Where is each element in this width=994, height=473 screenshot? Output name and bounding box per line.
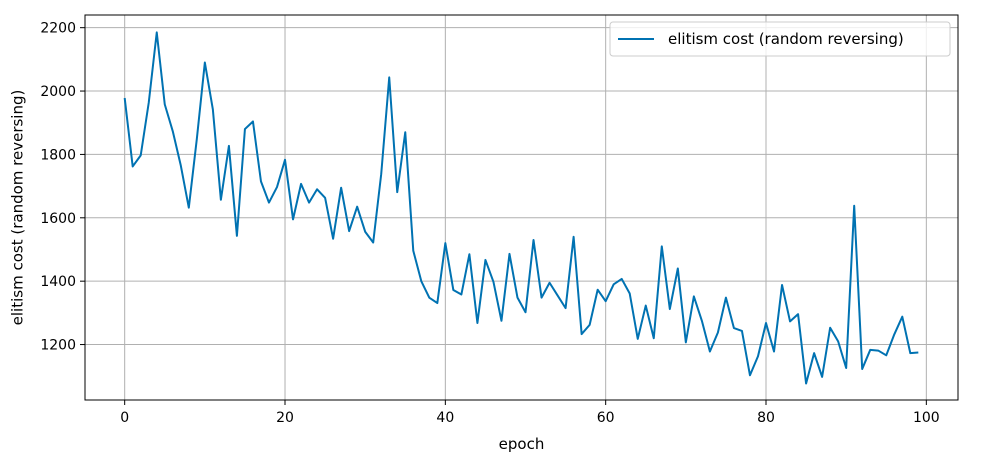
plot-frame (84, 14, 959, 401)
x-tick-label: 40 (436, 410, 454, 426)
y-tick-label: 1600 (40, 211, 76, 227)
y-axis-label: elitism cost (random reversing) (9, 90, 27, 326)
plot-area (85, 15, 958, 400)
x-tick-label: 0 (120, 410, 129, 426)
y-axis: 1200 1400 1600 1800 2000 2200 (40, 21, 85, 354)
legend-label: elitism cost (random reversing) (668, 30, 904, 48)
y-tick-label: 1800 (40, 147, 76, 163)
x-tick-label: 100 (913, 410, 940, 426)
x-axis: 0 20 40 60 80 100 (120, 400, 940, 426)
legend: elitism cost (random reversing) (609, 21, 951, 57)
y-tick-label: 1400 (40, 274, 76, 290)
series-layer (123, 31, 919, 385)
y-tick-label: 1200 (40, 338, 76, 354)
y-tick-label: 2000 (40, 84, 76, 100)
grid-lines (85, 15, 958, 400)
x-tick-label: 80 (757, 410, 775, 426)
legend-box (609, 21, 951, 57)
x-axis-label: epoch (499, 435, 545, 453)
y-tick-label: 2200 (40, 21, 76, 37)
series-line (123, 31, 919, 385)
x-tick-label: 60 (597, 410, 615, 426)
x-tick-label: 20 (276, 410, 294, 426)
